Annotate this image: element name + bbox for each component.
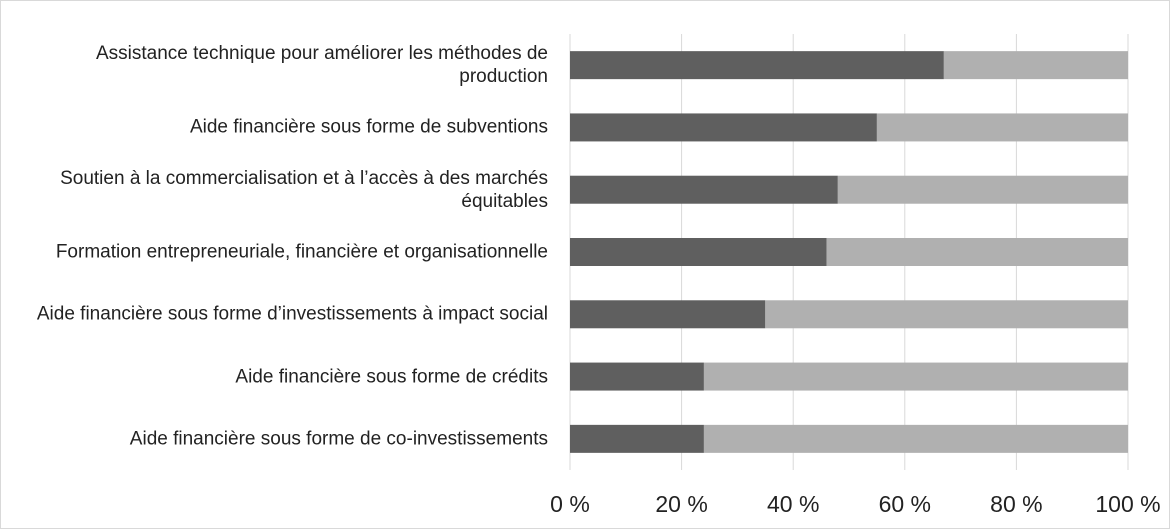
x-tick-label: 40 % bbox=[767, 491, 819, 517]
x-tick-label: 20 % bbox=[655, 491, 707, 517]
bar-segment bbox=[703, 362, 1128, 391]
bar-segment bbox=[837, 175, 1128, 204]
y-tick-label: Formation entrepreneuriale, financière e… bbox=[55, 241, 548, 263]
y-tick-label: Aide financière sous forme de co-investi… bbox=[129, 428, 548, 450]
y-tick-label: Assistance technique pour améliorer les … bbox=[95, 43, 548, 88]
y-tick-label: Aide financière sous forme de crédits bbox=[235, 366, 548, 388]
x-tick-label: 60 % bbox=[879, 491, 931, 517]
bar-segment bbox=[703, 424, 1128, 453]
bar-segment bbox=[570, 424, 704, 453]
y-tick-label: Aide financière sous forme de subvention… bbox=[189, 116, 548, 138]
bar-segment bbox=[765, 300, 1128, 329]
x-tick-label: 0 % bbox=[550, 491, 590, 517]
x-tick-label: 100 % bbox=[1095, 491, 1160, 517]
bar-segment bbox=[570, 113, 877, 142]
bar-segment bbox=[570, 362, 704, 391]
y-tick-label: Soutien à la commercialisation et à l’ac… bbox=[60, 167, 548, 212]
x-tick-label: 80 % bbox=[990, 491, 1042, 517]
bar-segment bbox=[570, 300, 766, 329]
bar-segment bbox=[826, 238, 1128, 266]
y-tick-label: Aide financière sous forme d’investissem… bbox=[36, 303, 548, 325]
bar-segment bbox=[570, 238, 827, 266]
bar-segment bbox=[570, 51, 944, 80]
bar-segment bbox=[943, 51, 1128, 80]
bar-segment bbox=[570, 175, 838, 204]
bar-segment bbox=[876, 113, 1128, 142]
